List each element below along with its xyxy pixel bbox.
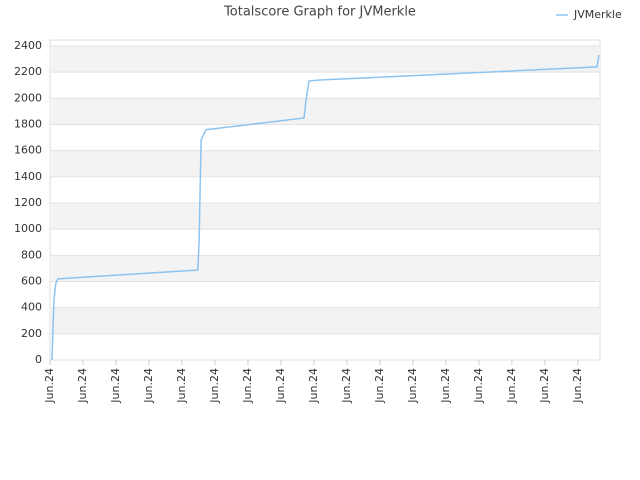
x-tick-label: Jun.24 xyxy=(241,368,254,404)
x-tick-label: Jun.24 xyxy=(142,368,155,404)
x-tick-label: Jun.24 xyxy=(43,368,56,404)
x-tick-label: Jun.24 xyxy=(340,368,353,404)
y-tick-label: 400 xyxy=(21,301,42,314)
grid-band xyxy=(50,46,600,73)
y-tick-label: 1200 xyxy=(14,196,42,209)
grid-band xyxy=(50,98,600,125)
y-tick-label: 1400 xyxy=(14,170,42,183)
chart-title: Totalscore Graph for JVMerkle xyxy=(223,5,416,20)
x-tick-label: Jun.24 xyxy=(307,368,320,404)
x-tick-label: Jun.24 xyxy=(439,368,452,404)
x-tick-label: Jun.24 xyxy=(208,368,221,404)
line xyxy=(51,54,600,361)
y-tick-label: 0 xyxy=(35,353,42,366)
x-tick-label: Jun.24 xyxy=(109,368,122,404)
y-tick-label: 2400 xyxy=(14,39,42,52)
y-tick-label: 600 xyxy=(21,275,42,288)
x-tick-label: Jun.24 xyxy=(538,368,551,404)
y-tick-label: 200 xyxy=(21,327,42,340)
x-tick-label: Jun.24 xyxy=(373,368,386,404)
x-tick-label: Jun.24 xyxy=(175,368,188,404)
legend-label: JVMerkle xyxy=(573,8,622,21)
grid-band xyxy=(50,150,600,177)
y-tick-label: 1800 xyxy=(14,118,42,131)
x-tick-label: Jun.24 xyxy=(406,368,419,404)
y-tick-label: 800 xyxy=(21,248,42,261)
x-tick-label: Jun.24 xyxy=(472,368,485,404)
y-tick-label: 2000 xyxy=(14,91,42,104)
plot-area xyxy=(49,39,601,361)
y-tick-label: 2200 xyxy=(14,65,42,78)
grid-band xyxy=(50,307,600,334)
grid-band xyxy=(50,255,600,282)
x-tick-label: Jun.24 xyxy=(76,368,89,404)
y-tick-label: 1000 xyxy=(14,222,42,235)
x-tick-label: Jun.24 xyxy=(505,368,518,404)
x-tick-label: Jun.24 xyxy=(571,368,584,404)
grid-band xyxy=(50,203,600,230)
y-tick-label: 1600 xyxy=(14,144,42,157)
x-tick-label: Jun.24 xyxy=(274,368,287,404)
